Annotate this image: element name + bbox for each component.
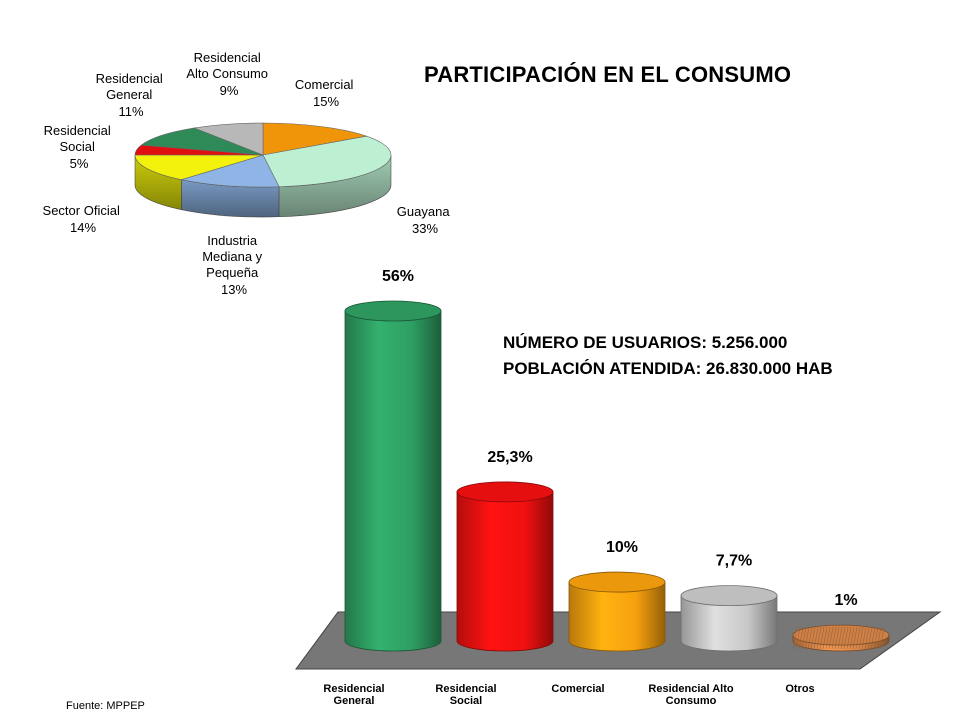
population-served: POBLACIÓN ATENDIDA: 26.830.000 HAB	[503, 359, 833, 378]
pie-pct-residencial-alto-consumo: 9%	[220, 83, 239, 98]
bar-comercial	[568, 571, 666, 652]
pie-label-guayana: Guayana 33%	[397, 204, 453, 236]
pie-top	[134, 122, 392, 188]
pie-slice-residencial-general	[140, 127, 264, 156]
pie-pct-residencial-general: 11%	[118, 104, 143, 119]
pie-slice-industria-mediana-y-pequena	[181, 154, 280, 188]
stats-block: NÚMERO DE USUARIOS: 5.256.000 POBLACIÓN …	[503, 330, 833, 382]
bar-residencial-alto-consumo	[680, 585, 778, 652]
bar-category-comercial: Comercial	[551, 683, 604, 695]
bar-value-residencial-general: 56%	[382, 268, 414, 285]
bar-value-residencial-alto-consumo: 7,7%	[716, 553, 752, 570]
pie-slice-comercial	[262, 122, 368, 156]
pie-pct-residencial-social: 5%	[70, 156, 89, 171]
pie-label-residencial-alto-consumo: Residencial Alto Consumo 9%	[186, 50, 271, 98]
pie-side-sector-oficial	[134, 154, 182, 211]
pie-pct-guayana: 33%	[412, 221, 438, 236]
pie-side-industria-mediana-y-pequena	[181, 179, 280, 218]
pie-label-residencial-social: Residencial Social 5%	[44, 123, 115, 171]
pie-slice-residencial-alto-consumo	[193, 122, 264, 156]
pie-slice-guayana	[262, 135, 392, 188]
bar-category-residencial-alto-consumo: Residencial Alto Consumo	[648, 683, 733, 707]
pie-label-sector-oficial: Sector Oficial 14%	[43, 203, 124, 235]
pie-pct-industria: 13%	[221, 282, 247, 297]
page-title: PARTICIPACIÓN EN EL CONSUMO	[424, 62, 792, 87]
bar-value-otros: 1%	[834, 592, 857, 609]
pie-label-industria: Industria Mediana y Pequeña 13%	[202, 233, 266, 297]
pie-pct-sector-oficial: 14%	[70, 220, 96, 235]
pie-label-comercial: Comercial 15%	[295, 77, 357, 109]
bar-value-residencial-social: 25,3%	[487, 449, 532, 466]
bar-category-residencial-general: Residencial General	[323, 683, 384, 707]
pie-pct-comercial: 15%	[313, 94, 339, 109]
pie-slice-sector-oficial	[134, 154, 264, 180]
pie-label-residencial-general: Residencial General 11%	[96, 71, 167, 119]
bar-value-comercial: 10%	[606, 539, 638, 556]
pie-sides	[134, 154, 392, 218]
source-note: Fuente: MPPEP	[66, 700, 145, 712]
bar-category-residencial-social: Residencial Social	[435, 683, 496, 707]
bar-otros	[792, 624, 890, 652]
pie-labels: Residencial Alto Consumo 9% Comercial 15…	[43, 50, 453, 297]
bar-category-otros: Otros	[785, 683, 814, 695]
users-count: NÚMERO DE USUARIOS: 5.256.000	[503, 333, 788, 352]
bar-residencial-general	[344, 300, 442, 652]
bar-residencial-social	[456, 481, 554, 652]
